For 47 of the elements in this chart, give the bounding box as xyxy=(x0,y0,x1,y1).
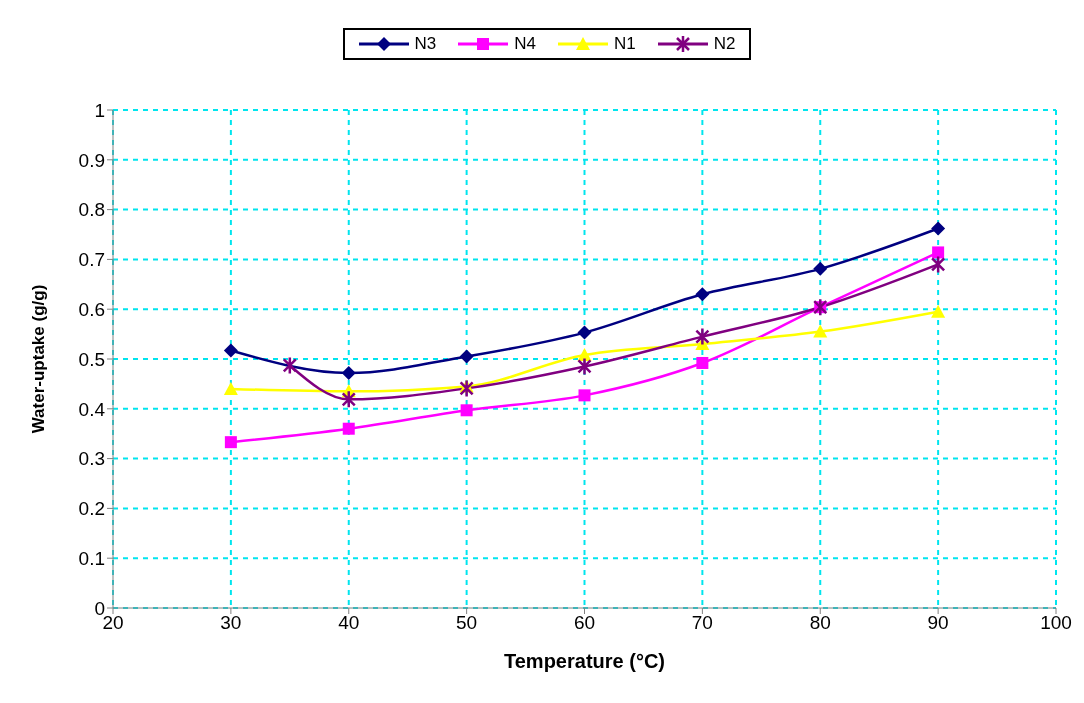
y-tick-label: 0.7 xyxy=(78,249,105,271)
point xyxy=(459,349,474,364)
point xyxy=(577,325,592,340)
x-tick-label: 70 xyxy=(691,612,713,634)
x-tick-label: 100 xyxy=(1040,612,1072,634)
y-tick-label: 0.6 xyxy=(78,298,105,320)
y-tick-label: 0.5 xyxy=(78,348,105,370)
point xyxy=(224,436,237,449)
x-tick-label: 80 xyxy=(809,612,831,634)
point xyxy=(341,390,356,409)
point xyxy=(459,379,474,398)
legend-label: N2 xyxy=(713,34,736,54)
legend-label: N4 xyxy=(514,34,536,54)
y-tick-label: 0.9 xyxy=(78,149,105,171)
point xyxy=(223,343,238,358)
point xyxy=(341,365,356,380)
y-axis-title: Water-uptake (g/g) xyxy=(29,284,49,434)
point xyxy=(931,304,946,318)
point xyxy=(931,221,946,236)
y-tick-label: 1 xyxy=(94,99,105,121)
x-tick-label: 40 xyxy=(338,612,360,634)
x-tick-label: 90 xyxy=(927,612,949,634)
legend-label: N3 xyxy=(414,34,437,54)
point xyxy=(695,327,710,346)
point xyxy=(813,297,828,317)
x-tick-label: 30 xyxy=(220,612,242,634)
point xyxy=(930,255,946,274)
point xyxy=(577,357,592,376)
x-tick-label: 60 xyxy=(573,612,596,634)
point xyxy=(282,356,298,375)
y-tick-label: 0.2 xyxy=(78,498,105,520)
y-tick-label: 0.1 xyxy=(78,547,105,569)
x-tick-label: 50 xyxy=(456,612,478,634)
point xyxy=(813,261,828,276)
point xyxy=(813,324,828,338)
y-tick-label: 0.8 xyxy=(78,199,105,221)
y-tick-label: 0.4 xyxy=(78,398,106,420)
point xyxy=(578,389,591,402)
point xyxy=(932,246,945,259)
point xyxy=(342,422,355,435)
point xyxy=(696,356,709,369)
legend-label: N1 xyxy=(614,34,636,54)
point xyxy=(223,381,238,395)
point xyxy=(460,404,473,417)
point xyxy=(695,287,710,302)
y-tick-label: 0.3 xyxy=(78,448,105,470)
x-axis-title: Temperature (°C) xyxy=(504,650,665,672)
